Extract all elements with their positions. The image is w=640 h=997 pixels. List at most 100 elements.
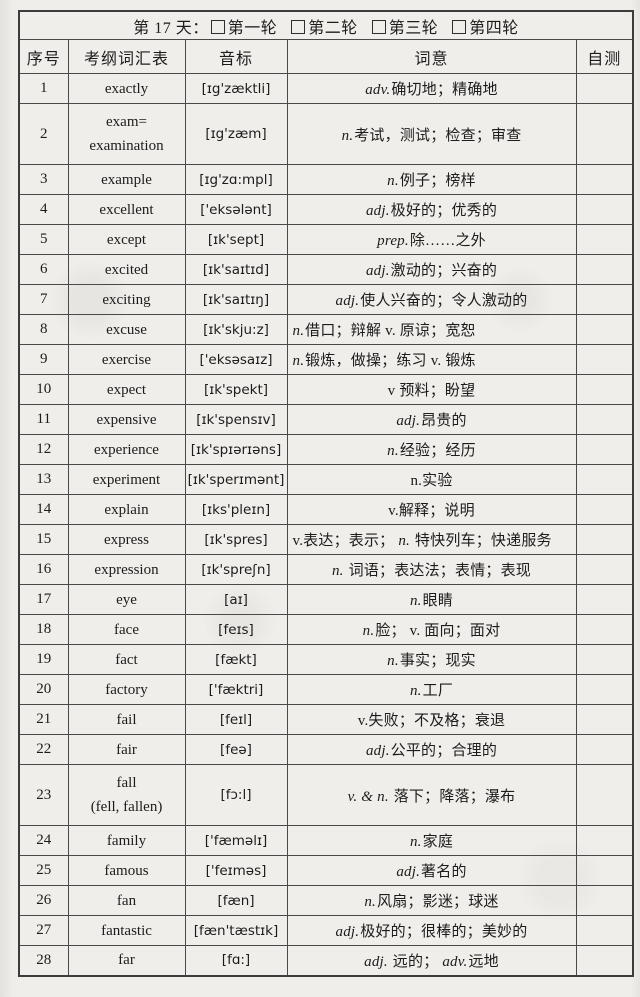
row-number: 3 xyxy=(18,164,69,195)
meaning-cell: n.事实；现实 xyxy=(286,644,577,675)
row-number: 18 xyxy=(18,614,69,645)
pos-abbrev: adj. xyxy=(365,263,390,279)
meaning-cell: adj.著名的 xyxy=(286,855,577,886)
meaning-cell: v.表达；表示； n. 特快列车；快递服务 xyxy=(286,524,577,555)
pos-abbrev: v. & n. xyxy=(347,788,389,805)
selftest-cell xyxy=(575,524,634,555)
meaning-text: 工厂 xyxy=(422,683,454,699)
phonetic-cell: ['feɪməs] xyxy=(184,855,288,886)
table-row: 8 excuse [ɪk'skju:z] n.借口；辩解 v. 原谅；宽恕 xyxy=(18,314,634,345)
word-cell: excuse xyxy=(67,314,186,345)
phonetic-cell: [ɪks'pleɪn] xyxy=(184,494,288,525)
word-line: expression xyxy=(94,561,159,578)
round-label: 第三轮 xyxy=(388,19,439,37)
word-line: eye xyxy=(116,591,137,608)
meaning-text: 锻炼，做操；练习 v. 锻炼 xyxy=(305,353,476,369)
word-cell: excellent xyxy=(67,194,186,225)
selftest-cell xyxy=(575,224,634,255)
table-row: 21 fail [feɪl] v.失败；不及格；衰退 xyxy=(18,704,634,735)
word-cell: face xyxy=(67,614,186,645)
round-3: 第三轮 xyxy=(371,19,439,37)
word-line: far xyxy=(118,952,135,969)
word-cell: far xyxy=(67,945,186,976)
word-cell: exactly xyxy=(67,73,186,104)
pos-abbrev: adj. xyxy=(335,924,360,940)
row-number: 10 xyxy=(18,374,69,405)
phonetic-cell: [ɪk'sperɪmənt] xyxy=(184,464,288,495)
table-row: 3 example [ɪg'zɑ:mpl] n.例子；榜样 xyxy=(18,164,634,195)
word-line: fail xyxy=(116,711,137,728)
word-cell: except xyxy=(67,224,186,255)
round-label: 第一轮 xyxy=(227,19,278,37)
phonetic-cell: [aɪ] xyxy=(184,584,288,615)
selftest-cell xyxy=(575,404,634,435)
word-cell: factory xyxy=(67,674,186,705)
phonetic-cell: ['fæktri] xyxy=(184,674,288,705)
table-row: 14 explain [ɪks'pleɪn] v.解释；说明 xyxy=(18,494,634,525)
selftest-cell xyxy=(575,194,634,225)
table-row: 1 exactly [ɪg'zæktli] adv.确切地；精确地 xyxy=(18,73,634,104)
selftest-cell xyxy=(575,915,634,946)
row-number: 28 xyxy=(18,945,69,976)
col-header-word: 考纲词汇表 xyxy=(67,39,186,74)
phonetic-cell: [ɪg'zæktli] xyxy=(184,73,288,104)
meaning-cell: v.失败；不及格；衰退 xyxy=(286,704,577,735)
selftest-cell xyxy=(575,704,634,735)
word-cell: experiment xyxy=(67,464,186,495)
col-header-number: 序号 xyxy=(18,39,69,74)
table-row: 11 expensive [ɪk'spensɪv] adj.昂贵的 xyxy=(18,404,634,435)
selftest-cell xyxy=(575,164,634,195)
meaning-text: 著名的 xyxy=(421,864,467,880)
meaning-cell: v.解释；说明 xyxy=(286,494,577,525)
word-line: exam= xyxy=(106,114,147,130)
meaning-cell: v. & n. 落下；降落；瀑布 xyxy=(286,764,577,826)
row-number: 2 xyxy=(18,103,69,165)
meaning-text: 落下；降落；瀑布 xyxy=(389,788,516,805)
word-line: expect xyxy=(106,381,147,398)
meaning-cell: n.家庭 xyxy=(286,825,577,856)
pos-abbrev: n. xyxy=(292,353,305,369)
round-label: 第二轮 xyxy=(308,19,358,37)
column-header-row: 序号 考纲词汇表 音标 词意 自测 xyxy=(18,39,634,74)
phonetic-cell: [ɪg'zɑ:mpl] xyxy=(184,164,288,195)
meaning-text: 家庭 xyxy=(422,834,454,850)
selftest-cell xyxy=(575,284,634,315)
table-row: 19 fact [fækt] n.事实；现实 xyxy=(18,644,634,675)
word-cell: example xyxy=(67,164,186,195)
meaning-text: 远地 xyxy=(468,953,499,970)
word-cell: explain xyxy=(67,494,186,525)
meaning-text: 昂贵的 xyxy=(421,413,467,429)
word-line: examination xyxy=(89,138,164,154)
table-row: 20 factory ['fæktri] n.工厂 xyxy=(18,674,634,705)
pos-abbrev: adj. xyxy=(365,203,390,219)
row-number: 27 xyxy=(18,915,69,946)
meaning-text: 确切地；精确地 xyxy=(391,82,498,98)
table-row: 4 excellent ['eksələnt] adj.极好的；优秀的 xyxy=(18,194,634,225)
table-row: 26 fan [fæn] n.风扇；影迷；球迷 xyxy=(18,885,634,916)
meaning-cell: n.经验；经历 xyxy=(286,434,577,465)
meaning-text: 公平的；合理的 xyxy=(390,743,498,759)
word-cell: family xyxy=(67,825,186,856)
row-number: 5 xyxy=(18,224,69,255)
word-line: fair xyxy=(116,741,137,758)
meaning-cell: n.实验 xyxy=(286,464,577,495)
word-cell: excited xyxy=(67,254,186,285)
word-cell: expect xyxy=(67,374,186,405)
pos-abbrev: adj. xyxy=(365,743,390,759)
pos-abbrev: n. xyxy=(331,563,344,579)
selftest-cell xyxy=(575,254,634,285)
row-number: 6 xyxy=(18,254,69,285)
pos-abbrev: adv. xyxy=(442,953,468,970)
word-cell: eye xyxy=(67,584,186,615)
pos-abbrev: adj. xyxy=(396,413,421,429)
phonetic-cell: [ɪk'spreʃn] xyxy=(184,554,288,585)
row-number: 11 xyxy=(18,404,69,435)
selftest-cell xyxy=(575,734,634,765)
phonetic-cell: [ɪk'spɪərɪəns] xyxy=(184,434,288,465)
table-row: 16 expression [ɪk'spreʃn] n. 词语；表达法；表情；表现 xyxy=(18,554,634,585)
row-number: 22 xyxy=(18,734,69,765)
word-cell: express xyxy=(67,524,186,555)
phonetic-cell: [fækt] xyxy=(184,644,288,675)
table-row: 23 fall (fell, fallen) [fɔ:l] v. & n. 落下；降落；… xyxy=(18,764,634,826)
meaning-text: 考试，测试；检查；审查 xyxy=(354,127,522,144)
